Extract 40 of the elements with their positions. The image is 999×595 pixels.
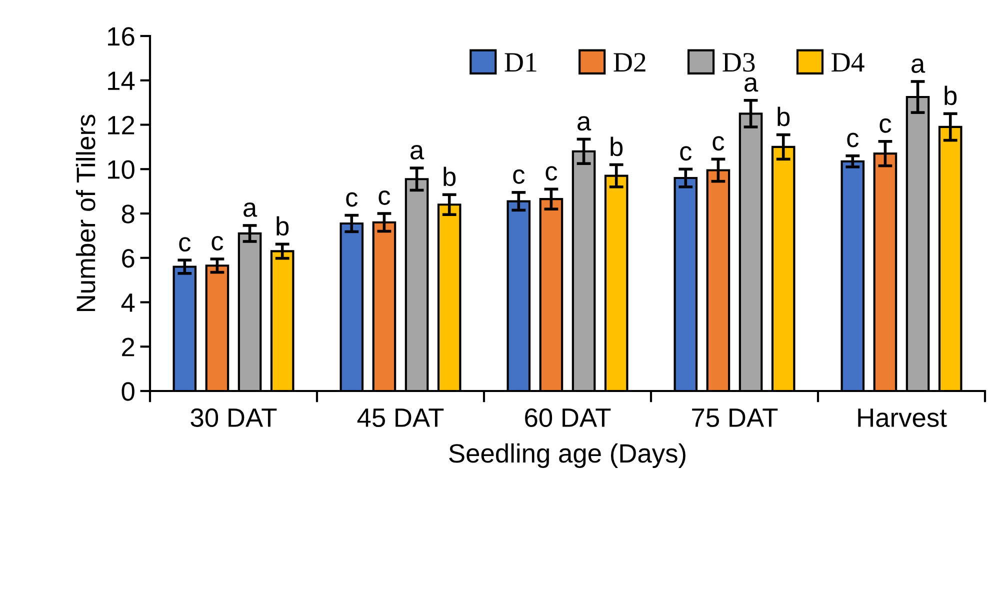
x-tick-label: 60 DAT bbox=[525, 408, 611, 428]
data-label: c bbox=[179, 237, 191, 252]
data-label: b bbox=[610, 136, 623, 156]
data-label: a bbox=[912, 58, 926, 73]
y-tick-label: 8 bbox=[122, 204, 134, 224]
legend-label: D4 bbox=[832, 53, 864, 72]
data-label: c bbox=[212, 236, 224, 250]
data-label: a bbox=[578, 116, 592, 131]
data-label: b bbox=[444, 166, 456, 186]
data-label: c bbox=[378, 190, 390, 205]
y-tick-label: 2 bbox=[122, 338, 134, 356]
y-tick-label: 12 bbox=[108, 116, 134, 134]
data-label: c bbox=[546, 166, 558, 181]
data-label: b bbox=[944, 86, 957, 106]
data-label: c bbox=[847, 132, 859, 148]
data-label: b bbox=[276, 216, 289, 236]
data-label: c bbox=[680, 146, 692, 161]
x-tick-label: 75 DAT bbox=[692, 408, 778, 428]
y-tick-label: 16 bbox=[108, 27, 134, 46]
data-label: a bbox=[744, 77, 758, 92]
x-axis-title: Seedling age (Days) bbox=[449, 443, 686, 468]
legend-label: D2 bbox=[614, 53, 646, 72]
data-label: c bbox=[513, 169, 525, 184]
x-tick-label: 45 DAT bbox=[357, 408, 444, 428]
y-tick-label: 6 bbox=[122, 249, 134, 268]
y-tick-label: 0 bbox=[122, 382, 134, 401]
data-label: c bbox=[712, 136, 724, 151]
y-tick-label: 4 bbox=[121, 294, 135, 312]
data-label: c bbox=[880, 118, 892, 133]
x-tick-label: 30 DAT bbox=[190, 408, 277, 428]
y-tick-label: 10 bbox=[108, 160, 134, 179]
y-tick-label: 14 bbox=[108, 72, 135, 90]
legend-label: D3 bbox=[722, 53, 755, 72]
data-label: b bbox=[778, 106, 790, 126]
y-axis-title: Number of Tillers bbox=[76, 114, 96, 312]
data-label: a bbox=[410, 145, 424, 160]
data-label: c bbox=[346, 192, 358, 207]
legend-label: D1 bbox=[504, 53, 536, 72]
data-label: a bbox=[244, 202, 258, 217]
x-tick-label: Harvest bbox=[858, 408, 947, 428]
